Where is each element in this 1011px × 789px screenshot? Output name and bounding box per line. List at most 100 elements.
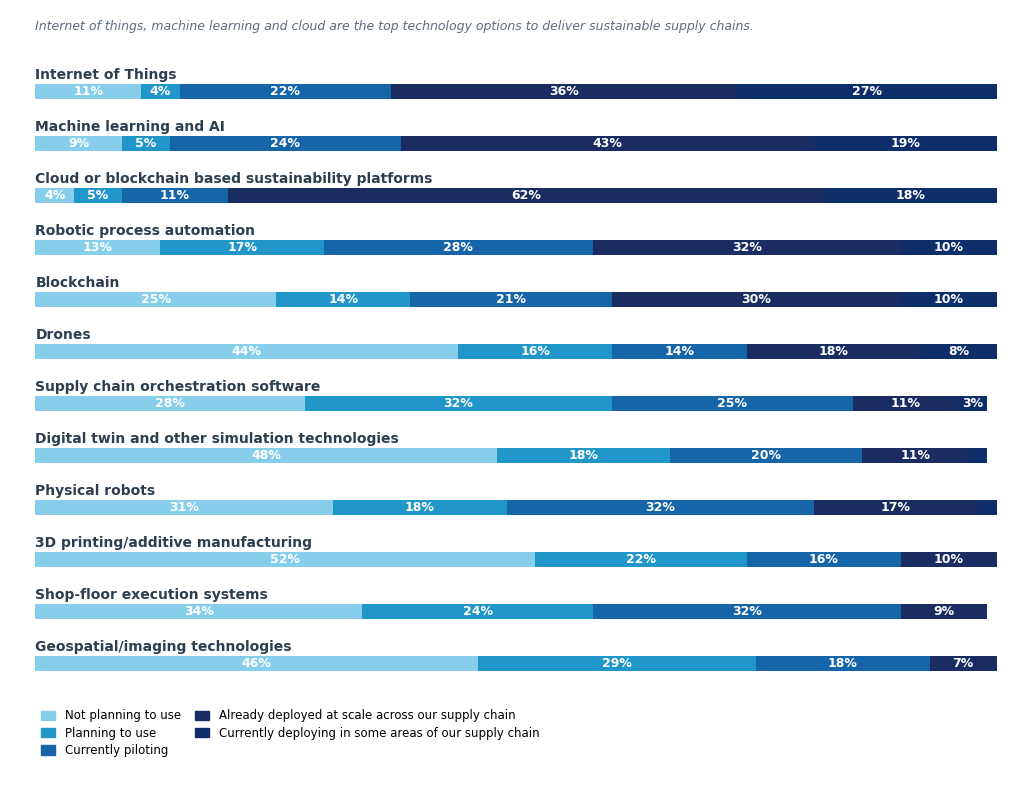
Bar: [861, 448, 967, 463]
Text: 10%: 10%: [933, 241, 962, 254]
Text: 22%: 22%: [626, 553, 655, 567]
Text: Machine learning and AI: Machine learning and AI: [35, 120, 225, 133]
Bar: [669, 448, 861, 463]
Bar: [746, 552, 900, 567]
Text: 27%: 27%: [851, 84, 882, 98]
Bar: [35, 448, 496, 463]
Bar: [35, 500, 334, 515]
Text: 36%: 36%: [549, 84, 578, 98]
Bar: [35, 240, 160, 255]
Bar: [967, 448, 986, 463]
Bar: [957, 396, 987, 411]
Bar: [535, 552, 746, 567]
Bar: [851, 396, 957, 411]
Text: 11%: 11%: [73, 84, 103, 98]
Bar: [35, 188, 74, 203]
Text: 21%: 21%: [495, 293, 526, 306]
Text: 22%: 22%: [270, 84, 300, 98]
Text: 20%: 20%: [750, 449, 780, 462]
Text: 18%: 18%: [568, 449, 598, 462]
Text: 8%: 8%: [947, 345, 968, 358]
Text: 24%: 24%: [270, 136, 300, 150]
Bar: [900, 552, 996, 567]
Text: 3%: 3%: [961, 397, 983, 410]
Bar: [977, 500, 996, 515]
Text: 18%: 18%: [827, 657, 857, 671]
Bar: [170, 136, 400, 151]
Bar: [928, 656, 996, 671]
Bar: [496, 448, 669, 463]
Text: 34%: 34%: [184, 605, 213, 619]
Bar: [612, 396, 851, 411]
Bar: [362, 604, 592, 619]
Bar: [227, 188, 823, 203]
Bar: [410, 292, 612, 307]
Text: 32%: 32%: [443, 397, 473, 410]
Bar: [275, 292, 410, 307]
Bar: [612, 344, 746, 359]
Legend: Not planning to use, Planning to use, Currently piloting, Already deployed at sc: Not planning to use, Planning to use, Cu…: [41, 709, 539, 757]
Bar: [74, 188, 122, 203]
Text: 9%: 9%: [932, 605, 953, 619]
Text: Robotic process automation: Robotic process automation: [35, 224, 255, 237]
Text: 3D printing/additive manufacturing: 3D printing/additive manufacturing: [35, 537, 312, 550]
Bar: [823, 188, 996, 203]
Bar: [122, 136, 170, 151]
Text: 11%: 11%: [160, 189, 190, 202]
Bar: [35, 136, 122, 151]
Bar: [35, 604, 362, 619]
Text: 48%: 48%: [251, 449, 281, 462]
Text: Digital twin and other simulation technologies: Digital twin and other simulation techno…: [35, 432, 398, 446]
Text: 5%: 5%: [135, 136, 157, 150]
Bar: [390, 84, 736, 99]
Text: 11%: 11%: [899, 449, 929, 462]
Text: 13%: 13%: [83, 241, 113, 254]
Bar: [919, 344, 996, 359]
Text: 9%: 9%: [68, 136, 89, 150]
Bar: [592, 240, 900, 255]
Text: 31%: 31%: [169, 501, 199, 514]
Bar: [477, 656, 756, 671]
Text: 28%: 28%: [155, 397, 185, 410]
Text: 32%: 32%: [731, 241, 761, 254]
Bar: [35, 656, 477, 671]
Text: 18%: 18%: [895, 189, 924, 202]
Bar: [458, 344, 612, 359]
Bar: [324, 240, 592, 255]
Bar: [142, 84, 180, 99]
Bar: [304, 396, 612, 411]
Bar: [813, 500, 977, 515]
Text: 28%: 28%: [443, 241, 473, 254]
Bar: [507, 500, 814, 515]
Text: Blockchain: Blockchain: [35, 276, 119, 290]
Text: 32%: 32%: [645, 501, 674, 514]
Bar: [900, 604, 986, 619]
Text: 25%: 25%: [141, 293, 171, 306]
Bar: [746, 344, 919, 359]
Text: 4%: 4%: [150, 84, 171, 98]
Bar: [35, 552, 535, 567]
Text: 32%: 32%: [731, 605, 761, 619]
Text: 25%: 25%: [717, 397, 747, 410]
Text: 5%: 5%: [87, 189, 108, 202]
Text: 18%: 18%: [818, 345, 847, 358]
Text: 4%: 4%: [44, 189, 65, 202]
Bar: [334, 500, 507, 515]
Text: 24%: 24%: [462, 605, 492, 619]
Bar: [813, 136, 996, 151]
Bar: [756, 656, 929, 671]
Bar: [122, 188, 227, 203]
Bar: [35, 344, 458, 359]
Text: 11%: 11%: [890, 397, 920, 410]
Bar: [592, 604, 900, 619]
Bar: [900, 292, 996, 307]
Text: 52%: 52%: [270, 553, 300, 567]
Text: Physical robots: Physical robots: [35, 484, 156, 498]
Bar: [736, 84, 996, 99]
Text: Cloud or blockchain based sustainability platforms: Cloud or blockchain based sustainability…: [35, 172, 433, 185]
Bar: [35, 396, 304, 411]
Bar: [400, 136, 813, 151]
Text: Internet of Things: Internet of Things: [35, 68, 177, 81]
Text: 10%: 10%: [933, 293, 962, 306]
Text: 46%: 46%: [242, 657, 271, 671]
